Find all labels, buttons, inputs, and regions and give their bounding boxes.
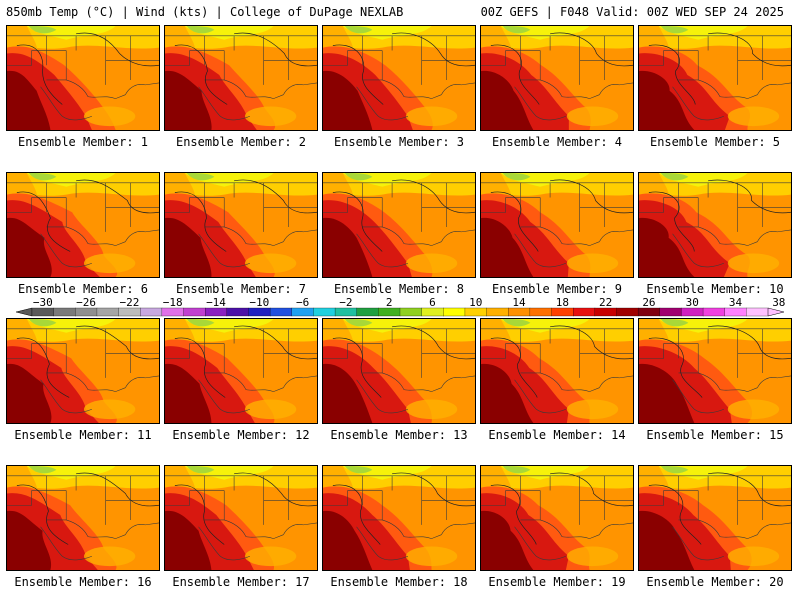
- ensemble-member-caption: Ensemble Member: 8: [333, 282, 465, 296]
- colorbar-tick-label: 34: [729, 296, 743, 309]
- ensemble-member-caption: Ensemble Member: 6: [17, 282, 149, 296]
- ensemble-member-map: [164, 318, 318, 424]
- ensemble-member-caption: Ensemble Member: 3: [333, 135, 465, 149]
- temperature-field: [481, 466, 633, 570]
- ensemble-member-map: [480, 172, 634, 278]
- colorbar-tick-label: 22: [599, 296, 612, 309]
- colorbar-tick-label: −6: [296, 296, 309, 309]
- map-title: 850mb Temp (°C) | Wind (kts) | College o…: [6, 5, 404, 19]
- ensemble-member-map: [322, 25, 476, 131]
- ensemble-member-map: [164, 172, 318, 278]
- temperature-field: [7, 26, 159, 130]
- temperature-field: [481, 26, 633, 130]
- colorbar-tick-label: 30: [686, 296, 699, 309]
- colorbar-tick-label: 26: [642, 296, 655, 309]
- colorbar-tick-label: −26: [76, 296, 96, 309]
- ensemble-member-map: [638, 465, 792, 571]
- ensemble-member-map: [6, 465, 160, 571]
- temperature-field: [481, 319, 633, 423]
- colorbar-tick-label: −22: [119, 296, 139, 309]
- ensemble-member-caption: Ensemble Member: 4: [491, 135, 623, 149]
- ensemble-member-caption: Ensemble Member: 16: [14, 575, 152, 589]
- ensemble-member-map: [6, 25, 160, 131]
- ensemble-member-map: [480, 25, 634, 131]
- temperature-field: [7, 466, 159, 570]
- colorbar-tick-label: −18: [163, 296, 183, 309]
- ensemble-member-caption: Ensemble Member: 13: [330, 428, 468, 442]
- ensemble-member-map: [480, 465, 634, 571]
- ensemble-member-map: [322, 465, 476, 571]
- ensemble-member-caption: Ensemble Member: 1: [17, 135, 149, 149]
- temperature-field: [639, 319, 791, 423]
- ensemble-member-map: [164, 25, 318, 131]
- ensemble-member-caption: Ensemble Member: 5: [649, 135, 781, 149]
- colorbar-tick-label: −2: [339, 296, 352, 309]
- ensemble-member-map: [6, 172, 160, 278]
- temperature-field: [323, 26, 475, 130]
- temperature-colorbar: −30 −26 −22 −18 −14 −10 −6 −2 2 6 10 14 18 22 26 30 34 38…: [15, 296, 785, 317]
- ensemble-member-caption: Ensemble Member: 20: [646, 575, 784, 589]
- ensemble-member-caption: Ensemble Member: 15: [646, 428, 784, 442]
- temperature-field: [7, 319, 159, 423]
- temperature-field: [165, 173, 317, 277]
- colorbar-tick-label: −10: [249, 296, 269, 309]
- temperature-field: [165, 319, 317, 423]
- ensemble-member-map: [322, 318, 476, 424]
- temperature-field: [323, 173, 475, 277]
- ensemble-member-caption: Ensemble Member: 14: [488, 428, 626, 442]
- temperature-field: [323, 466, 475, 570]
- colorbar-tick-label: −14: [206, 296, 226, 309]
- colorbar-tick-label: 14: [512, 296, 526, 309]
- colorbar-tick-label: 10: [469, 296, 482, 309]
- colorbar-tick-label: 6: [429, 296, 436, 309]
- ensemble-member-caption: Ensemble Member: 18: [330, 575, 468, 589]
- colorbar-tick-label: −30: [33, 296, 53, 309]
- ensemble-member-caption: Ensemble Member: 9: [491, 282, 623, 296]
- ensemble-member-caption: Ensemble Member: 2: [175, 135, 307, 149]
- ensemble-member-caption: Ensemble Member: 12: [172, 428, 310, 442]
- ensemble-member-caption: Ensemble Member: 10: [646, 282, 784, 296]
- colorbar-tick-label: 18: [556, 296, 569, 309]
- ensemble-member-caption: Ensemble Member: 19: [488, 575, 626, 589]
- ensemble-member-map: [6, 318, 160, 424]
- temperature-field: [481, 173, 633, 277]
- ensemble-member-map: [638, 172, 792, 278]
- temperature-field: [323, 319, 475, 423]
- temperature-field: [639, 466, 791, 570]
- temperature-field: [165, 466, 317, 570]
- colorbar-tick-label: 38: [772, 296, 785, 309]
- run-valid-time: 00Z GEFS | F048 Valid: 00Z WED SEP 24 20…: [480, 5, 784, 19]
- temperature-field: [165, 26, 317, 130]
- ensemble-member-map: [322, 172, 476, 278]
- ensemble-member-caption: Ensemble Member: 11: [14, 428, 152, 442]
- ensemble-member-map: [164, 465, 318, 571]
- colorbar-tick-label: 2: [386, 296, 393, 309]
- temperature-field: [639, 173, 791, 277]
- ensemble-member-map: [480, 318, 634, 424]
- ensemble-member-map: [638, 318, 792, 424]
- temperature-field: [639, 26, 791, 130]
- temperature-field: [7, 173, 159, 277]
- ensemble-member-map: [638, 25, 792, 131]
- ensemble-member-caption: Ensemble Member: 7: [175, 282, 307, 296]
- ensemble-member-caption: Ensemble Member: 17: [172, 575, 310, 589]
